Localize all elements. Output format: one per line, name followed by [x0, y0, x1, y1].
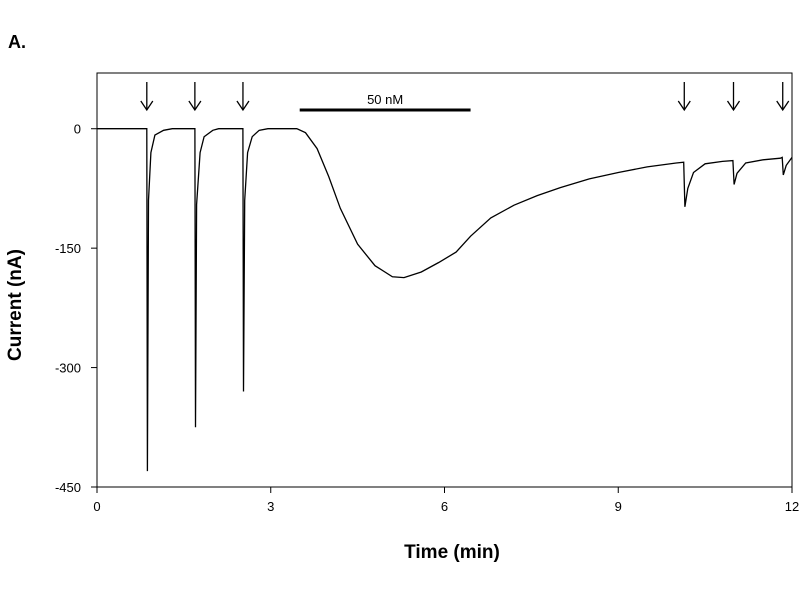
- x-axis-title: Time (min): [404, 542, 500, 563]
- y-tick-label: -150: [55, 241, 81, 256]
- down-arrow-icon: [726, 82, 741, 112]
- y-axis-title: Current (nA): [5, 249, 26, 361]
- down-arrow-icon: [188, 82, 202, 112]
- down-arrow-icon: [776, 82, 790, 112]
- down-arrow-icon: [236, 82, 250, 112]
- current-trace: [97, 128, 793, 472]
- x-tick-label: 9: [615, 499, 622, 514]
- x-tick-label: 0: [93, 499, 100, 514]
- down-arrow-icon: [677, 82, 691, 112]
- y-tick-label: -450: [55, 480, 81, 495]
- down-arrow-icon: [140, 82, 154, 112]
- x-tick-label: 6: [441, 499, 448, 514]
- ticks-layer: 0 3 6 9 12 0 -150 -300 -450: [55, 122, 799, 514]
- x-tick-label: 12: [785, 499, 799, 514]
- y-tick-label: 0: [74, 122, 81, 137]
- plot-frame: [96, 72, 793, 488]
- concentration-bar-label: 50 nM: [367, 92, 403, 107]
- x-tick-label: 3: [267, 499, 274, 514]
- panel-label: A.: [8, 32, 26, 52]
- y-tick-label: -300: [55, 361, 81, 376]
- annotations-layer: 50 nM: [140, 82, 790, 112]
